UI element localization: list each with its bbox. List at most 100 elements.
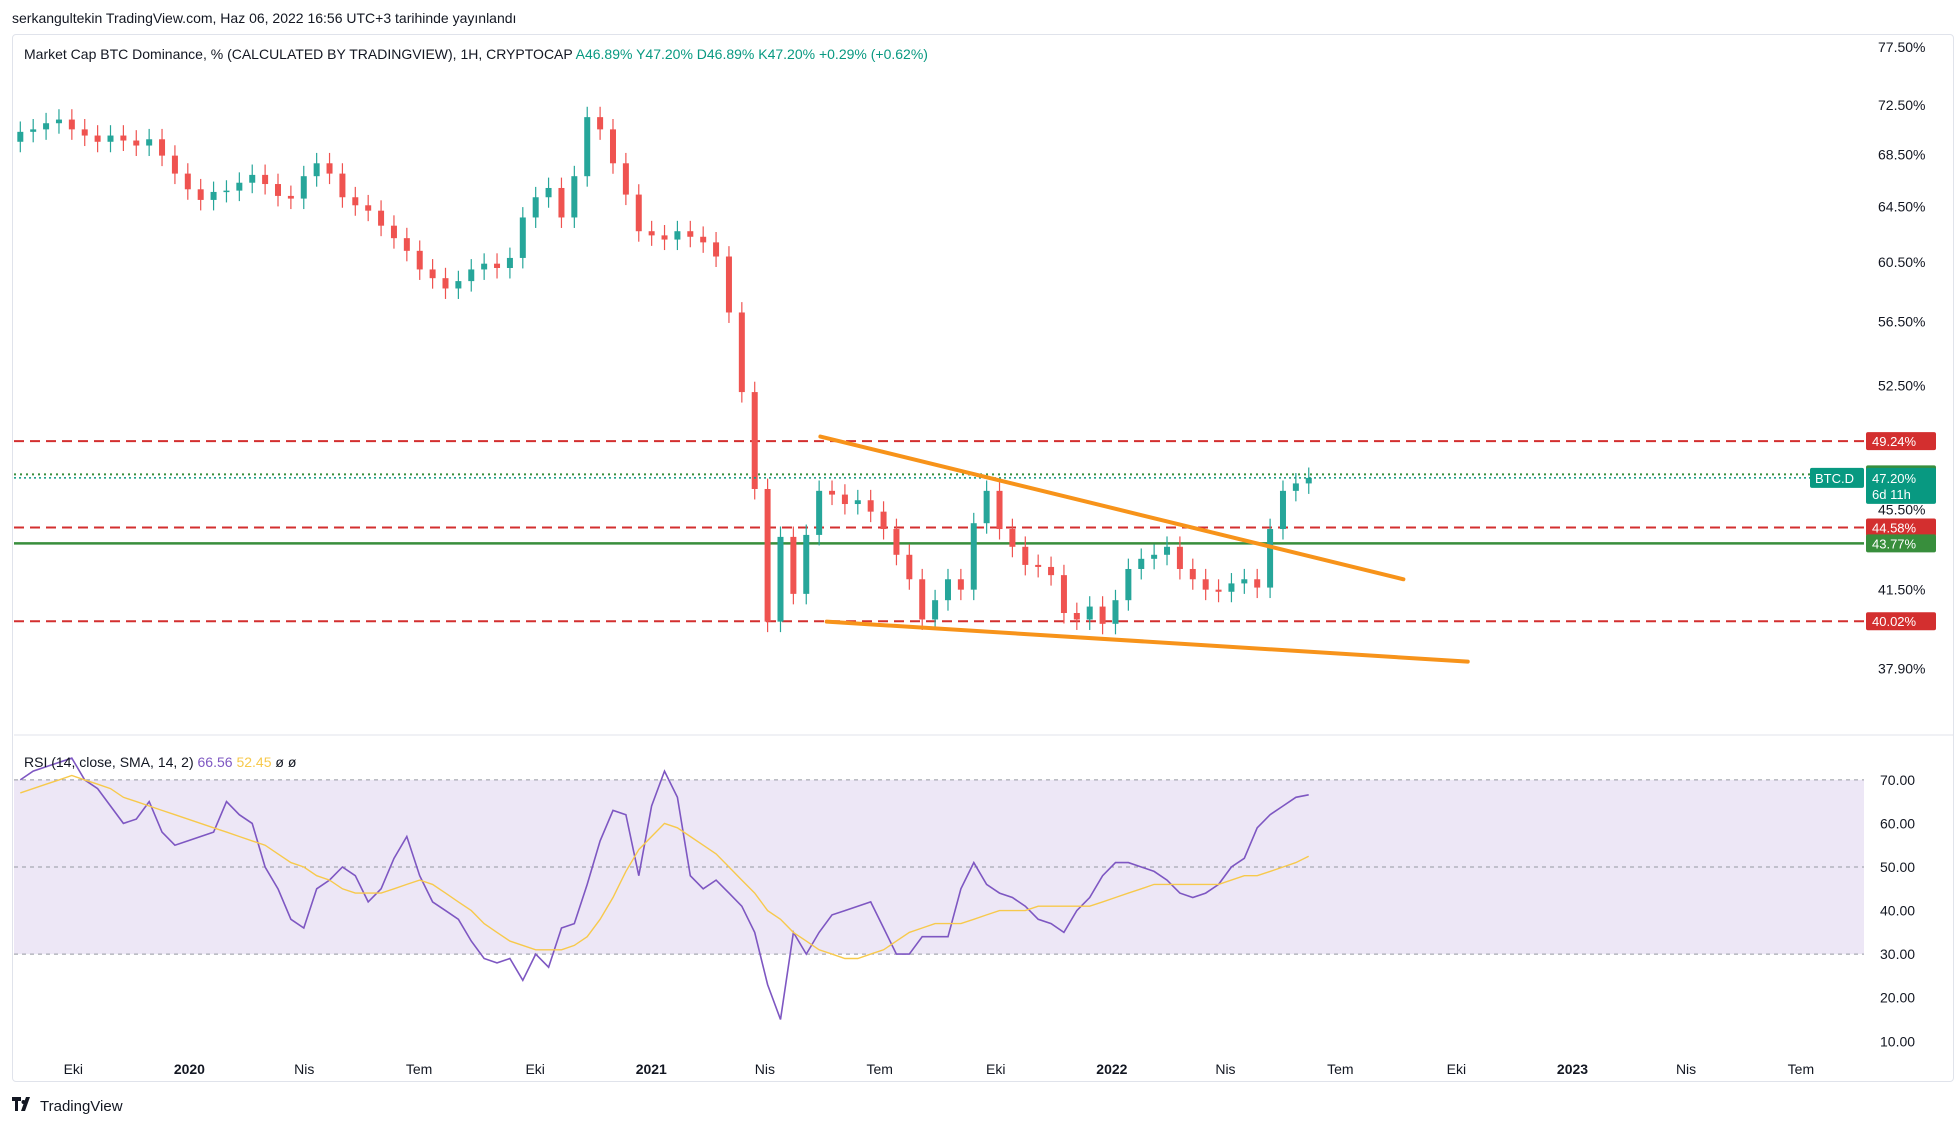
candle [970,523,977,590]
rsi-axis-tick: 70.00 [1880,772,1915,788]
candle [1215,589,1222,592]
candle [1164,546,1171,555]
candle [893,529,900,555]
candle [829,490,836,495]
candle [635,194,642,232]
candle [197,189,204,200]
candle [803,534,810,594]
candle [648,231,655,236]
rsi-band [14,779,1864,955]
time-axis-tick: Eki [525,1061,544,1077]
candle [506,257,513,268]
level-badge [1866,432,1936,451]
candle [816,490,823,535]
main-legend: Market Cap BTC Dominance, % (CALCULATED … [24,46,928,62]
candle [1035,564,1042,567]
candle [365,205,372,211]
current-price-value: 47.20% [1872,471,1917,486]
candle [352,197,359,206]
time-axis-tick: Tem [866,1061,892,1077]
time-axis-tick: Nis [1676,1061,1696,1077]
candle [339,173,346,198]
footer-brand: TradingView [40,1097,123,1115]
candle [159,139,166,156]
candle [661,235,668,240]
candle [274,184,281,196]
candle [326,163,333,174]
rsi-legend-label: RSI (14, close, SMA, 14, 2) [24,754,194,770]
candle [1048,566,1055,576]
candle [932,600,939,620]
candle [43,123,50,130]
rsi-na-values: ø ø [275,754,297,770]
rsi-value: 66.56 [197,754,233,770]
footer: TradingView [12,1097,123,1115]
countdown-label: 6d 11h [1872,487,1911,502]
candle [262,174,269,185]
candle [738,312,745,393]
time-axis-tick: Tem [1327,1061,1353,1077]
time-axis-tick: 2021 [636,1061,667,1077]
time-axis-tick: 2020 [174,1061,205,1077]
candle [1202,579,1209,590]
candle [55,119,62,124]
price-axis-tick: 60.50% [1878,254,1925,270]
candle [854,500,861,505]
candle [1138,558,1145,569]
candle [1073,612,1080,620]
candle [210,191,217,200]
level-badge [1866,534,1936,553]
rsi-axis-tick: 10.00 [1880,1033,1915,1049]
candle [1099,606,1106,624]
candle [1176,546,1183,569]
symbol-badge [1810,467,1864,488]
level-badge [1866,518,1936,537]
candle [1009,529,1016,547]
candle [957,579,964,590]
candle [519,217,526,258]
candle [751,392,758,489]
time-axis-tick: Tem [406,1061,432,1077]
candle [94,135,101,142]
candle [17,131,24,142]
candle [713,242,720,257]
candle [609,129,616,164]
level-badge [1866,612,1936,631]
price-axis-tick: 52.50% [1878,377,1925,393]
candle [146,139,153,146]
candle [171,155,178,174]
candle [777,536,784,622]
candle [1228,583,1235,592]
candle [455,281,462,289]
candle [300,176,307,199]
price-axis-tick: 64.50% [1878,199,1925,215]
candle [584,117,591,177]
level-badge-label: 49.24% [1872,434,1917,449]
level-badge-label: 44.58% [1872,520,1917,535]
candle [841,494,848,505]
candle [867,500,874,512]
current-price-badge [1866,467,1936,504]
candle [236,182,243,191]
legend-ohlc: A46.89% Y47.20% D46.89% K47.20% +0.29% (… [575,46,928,62]
price-axis-tick: 72.50% [1878,97,1925,113]
candle [1112,600,1119,624]
price-axis-tick: 41.50% [1878,582,1925,598]
candle [468,269,475,282]
candle [313,163,320,177]
candle [597,117,604,130]
candle [223,190,230,193]
trendline-lower-support[interactable] [824,619,1470,664]
time-axis-tick: Eki [64,1061,83,1077]
candle [442,278,449,289]
time-axis-tick: 2022 [1096,1061,1127,1077]
trendline-upper-resistance[interactable] [818,434,1406,582]
candle [571,176,578,218]
price-axis-tick: 56.50% [1878,314,1925,330]
candle [390,225,397,239]
tradingview-logo-icon [12,1097,34,1115]
candle [1151,554,1158,559]
price-axis-tick: 45.50% [1878,502,1925,518]
rsi-axis-tick: 20.00 [1880,990,1915,1006]
